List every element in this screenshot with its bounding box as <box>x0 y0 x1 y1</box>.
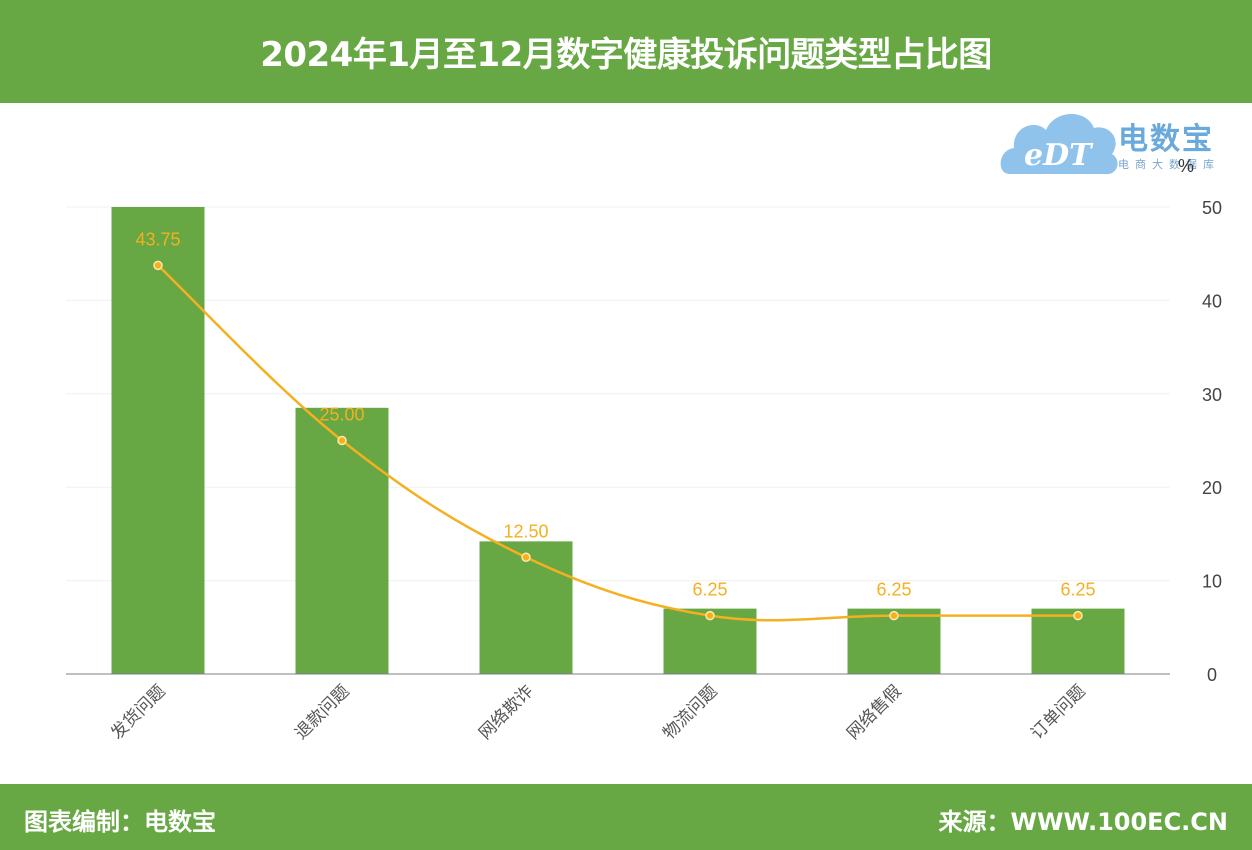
line-point <box>521 552 531 562</box>
bar <box>479 541 573 674</box>
logo-subtitle: 电商大数据库 <box>1118 158 1220 171</box>
line-series <box>153 260 1083 622</box>
chart-title: 2024年1月至12月数字健康投诉问题类型占比图 <box>260 35 992 75</box>
logo-name: 电数宝 <box>1118 122 1214 157</box>
line-point <box>705 610 715 621</box>
line-point <box>1073 610 1083 621</box>
chart-footer: 图表编制：电数宝 来源：WWW.100EC.CN <box>0 784 1252 850</box>
line-point <box>153 260 163 271</box>
logo-mark: eDT <box>1024 138 1092 173</box>
data-label: 6.25 <box>1060 580 1095 600</box>
x-tick-label: 网络欺诈 <box>475 681 537 743</box>
trend-line <box>157 264 1078 622</box>
brand-logo: eDT 电数宝 电商大数据库 <box>1000 104 1245 182</box>
chart-area: 43.75 25.00 12.50 6.25 6.25 6.25 0 10 20 30 40 50 发… <box>66 198 1222 744</box>
cloud-logo-icon <box>1000 113 1118 175</box>
data-label: 25.00 <box>319 405 364 425</box>
x-tick-label: 订单问题 <box>1027 681 1089 743</box>
data-label: 6.25 <box>876 580 911 600</box>
y-tick-label: 20 <box>1202 478 1222 498</box>
data-label: 12.50 <box>503 521 548 541</box>
line-point <box>889 610 899 621</box>
x-tick-label: 退款问题 <box>291 681 353 743</box>
y-tick-label: 0 <box>1207 665 1217 685</box>
data-labels: 43.75 25.00 12.50 6.25 6.25 6.25 <box>135 229 1095 599</box>
x-tick-label: 网络售假 <box>843 681 905 743</box>
chart-header: 2024年1月至12月数字健康投诉问题类型占比图 <box>0 0 1252 103</box>
y-tick-label: 40 <box>1202 291 1222 311</box>
bar <box>295 407 389 674</box>
y-axis-unit: % <box>1178 156 1195 176</box>
data-label: 43.75 <box>135 229 180 249</box>
y-tick-label: 50 <box>1202 198 1222 218</box>
bar-series <box>111 207 1125 674</box>
footer-source: 来源：WWW.100EC.CN <box>938 808 1229 836</box>
x-tick-label: 物流问题 <box>659 681 721 743</box>
line-point <box>337 435 347 446</box>
y-tick-label: 30 <box>1202 385 1222 405</box>
bar <box>111 207 205 674</box>
x-tick-label: 发货问题 <box>107 681 169 743</box>
footer-credit: 图表编制：电数宝 <box>24 808 216 836</box>
y-tick-label: 10 <box>1202 572 1222 592</box>
gridlines <box>66 206 1170 582</box>
data-label: 6.25 <box>692 580 727 600</box>
